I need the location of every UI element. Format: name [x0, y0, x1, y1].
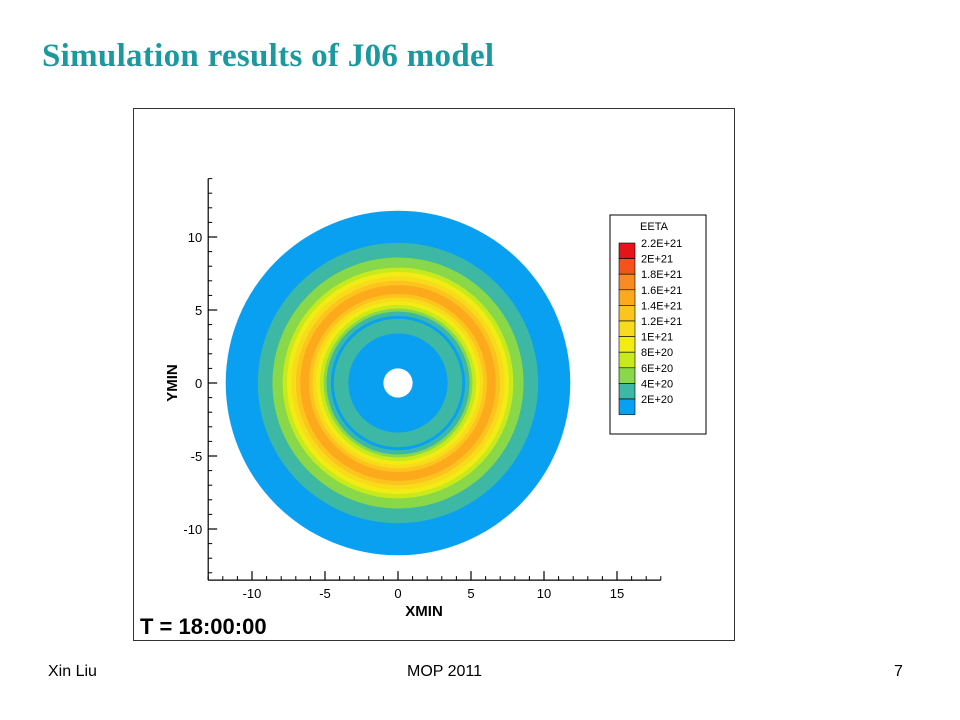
legend-label: 2E+20 [641, 394, 673, 406]
y-tick-label: 5 [195, 303, 202, 318]
legend-swatch [618, 258, 636, 275]
legend-swatch [618, 398, 636, 415]
legend-swatch [618, 273, 636, 291]
legend-label: 8E+20 [641, 347, 673, 359]
legend-label: 4E+20 [641, 378, 673, 390]
legend-swatch [618, 336, 636, 353]
y-tick-label: 0 [195, 376, 202, 391]
footer-event: MOP 2011 [407, 663, 483, 680]
time-label: T = 18:00:00 [140, 614, 267, 639]
legend-label: 1.6E+21 [641, 285, 682, 297]
y-tick-label: -10 [183, 522, 202, 537]
footer-page-number: 7 [894, 663, 903, 680]
x-tick-label: 15 [610, 586, 624, 601]
legend: EETA 2.2E+21 2E+21 1.8E+21 1.6E+21 1.4E+21 1.2… [609, 214, 707, 435]
contour-rings [225, 210, 571, 556]
y-axis-title: YMIN [164, 364, 181, 402]
legend-swatch [618, 383, 636, 400]
contour-ring [383, 368, 413, 398]
x-tick-label: -5 [319, 586, 331, 601]
legend-swatch [618, 305, 636, 322]
x-tick-label: 5 [467, 586, 474, 601]
y-tick-label: -5 [191, 449, 203, 464]
y-tick-label: 10 [188, 230, 202, 245]
legend-swatch [618, 320, 636, 337]
legend-label: 1.8E+21 [641, 269, 682, 281]
footer-author: Xin Liu [48, 663, 97, 680]
x-tick-label: 0 [394, 586, 401, 601]
axes: -10 -5 0 5 10 15 10 5 0 -5 -10 XMIN YMIN [164, 178, 662, 620]
legend-swatch [618, 242, 636, 259]
legend-title: EETA [640, 221, 669, 233]
legend-label: 6E+20 [641, 363, 673, 375]
legend-label: 1E+21 [641, 332, 673, 344]
contour-plot-frame: -10 -5 0 5 10 15 10 5 0 -5 -10 XMIN YMIN EETA 2.2E+21… [133, 108, 735, 641]
legend-label: 2E+21 [641, 254, 673, 266]
legend-label: 1.2E+21 [641, 316, 682, 328]
legend-label: 2.2E+21 [641, 238, 682, 250]
legend-swatch [618, 289, 636, 306]
slide-title: Simulation results of J06 model [42, 38, 495, 74]
legend-label: 1.4E+21 [641, 300, 682, 312]
legend-swatch [618, 367, 636, 384]
x-tick-label: 10 [537, 586, 551, 601]
x-tick-label: -10 [243, 586, 262, 601]
contour-plot: -10 -5 0 5 10 15 10 5 0 -5 -10 XMIN YMIN EETA 2.2E+21… [140, 178, 707, 639]
x-axis-title: XMIN [405, 603, 443, 620]
legend-swatch [618, 351, 636, 369]
